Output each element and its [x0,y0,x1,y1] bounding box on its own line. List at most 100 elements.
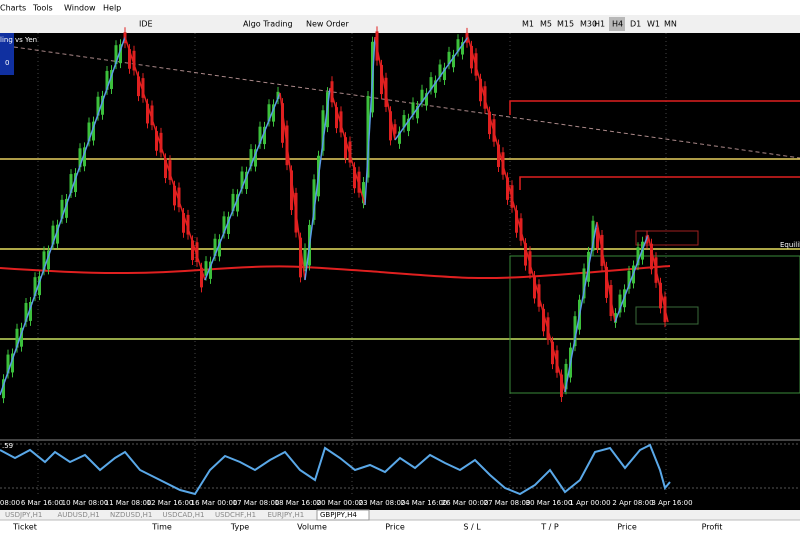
candle-body [254,149,257,167]
candle-body [564,363,568,390]
candle-body [173,185,176,206]
candle-body [87,122,91,142]
candle-body [456,39,460,52]
candle-body [479,78,482,102]
candle-body [200,267,203,288]
badge: 0 [5,59,9,67]
menu-item[interactable]: Charts [0,4,26,13]
candle-body [186,214,190,235]
menu-item[interactable]: Window [64,4,96,13]
candle-body [101,95,104,115]
candle-body [245,171,248,190]
menu-item[interactable]: Help [103,4,121,13]
candle-body [38,276,41,296]
chart-tab[interactable]: AUDUSD,H1 [58,511,100,519]
candle-body [362,182,365,204]
timeframe-button[interactable]: M5 [540,20,552,29]
candle-body [591,220,595,251]
candle-body [434,80,437,93]
candle-body [447,51,451,65]
candle-body [231,193,235,212]
candle-body [222,216,226,234]
candle-body [128,49,131,69]
menu-bar [0,0,800,15]
candle-body [132,50,136,71]
candle-body [249,149,253,167]
candle-body [146,103,149,124]
time-label: 6 Mar 16:00 [21,499,63,507]
column-header: Price [617,523,637,532]
candle-body [429,77,433,90]
candle-body [470,45,473,69]
candle-body [605,266,608,298]
candle-body [51,225,55,245]
timeframe-button[interactable]: D1 [630,20,641,29]
candle-body [312,179,316,220]
candle-body [240,171,244,189]
timeframe-button[interactable]: H4 [612,20,623,29]
timeframe-button[interactable]: H1 [594,20,605,29]
candle-body [83,147,86,167]
candle-body [96,96,100,116]
timeframe-button[interactable]: M30 [580,20,597,29]
candle-body [353,167,356,189]
chart-tab[interactable]: GBPJPY,H4 [320,511,357,519]
candle-body [618,294,622,313]
moving-average [0,265,671,280]
candle-body [461,42,464,55]
line-label: Equilibr [780,241,800,249]
candle-body [92,121,95,141]
candle-body [2,379,5,399]
candle-body [389,111,392,141]
toolbar [0,15,800,33]
timeframe-button[interactable]: M1 [522,20,534,29]
candle-body [533,275,536,299]
chart-tab[interactable]: USDJPY,H1 [5,511,42,519]
time-label: 12 Mar 16:00 [147,499,194,507]
time-label: 10 Mar 08:00 [62,499,109,507]
candle-body [105,70,109,90]
candle-body [74,173,77,193]
chart-tab[interactable]: EURJPY,H1 [268,511,305,519]
indicator-label: .59 [2,442,13,450]
time-label: 11 Mar 08:00 [105,499,152,507]
candle-body [398,131,401,144]
candle-body [582,268,586,299]
timeframe-button[interactable]: M15 [557,20,574,29]
chart-tab[interactable]: USDCAD,H1 [163,511,205,519]
time-label: 3 Apr 16:00 [651,499,692,507]
candle-body [258,126,262,144]
time-label: 24 Mar 16:00 [401,499,448,507]
time-label: 23 Mar 08:00 [359,499,406,507]
candle-body [182,213,185,233]
menu-item[interactable]: Tools [32,4,53,13]
toolbar-button[interactable]: Algo Trading [243,20,293,29]
toolbar-button[interactable]: New Order [306,20,349,29]
candle-body [213,238,217,256]
candle-body [137,76,140,97]
candle-body [29,302,32,321]
candle-body [357,171,361,193]
candle-body [168,160,172,180]
timeframe-button[interactable]: W1 [647,20,660,29]
candle-body [335,107,338,129]
candle-body [155,131,158,151]
candle-body [402,115,406,128]
candle-body [78,148,82,168]
candle-body [159,132,163,153]
chart-tab[interactable]: USDCHF,H1 [215,511,256,519]
toolbar-button[interactable]: IDE [139,20,153,29]
candle-body [339,111,343,133]
timeframe-button[interactable]: MN [664,20,677,29]
chart-area [0,33,800,510]
candle-body [488,111,491,135]
info-badge [0,33,14,75]
candle-body [276,91,280,100]
candle-body [56,224,59,244]
chart-tab[interactable]: NZDUSD,H1 [110,511,152,519]
column-header: S / L [463,523,481,532]
time-label: 30 Mar 16:00 [526,499,573,507]
candle-body [110,70,113,89]
tab-active [316,509,370,521]
